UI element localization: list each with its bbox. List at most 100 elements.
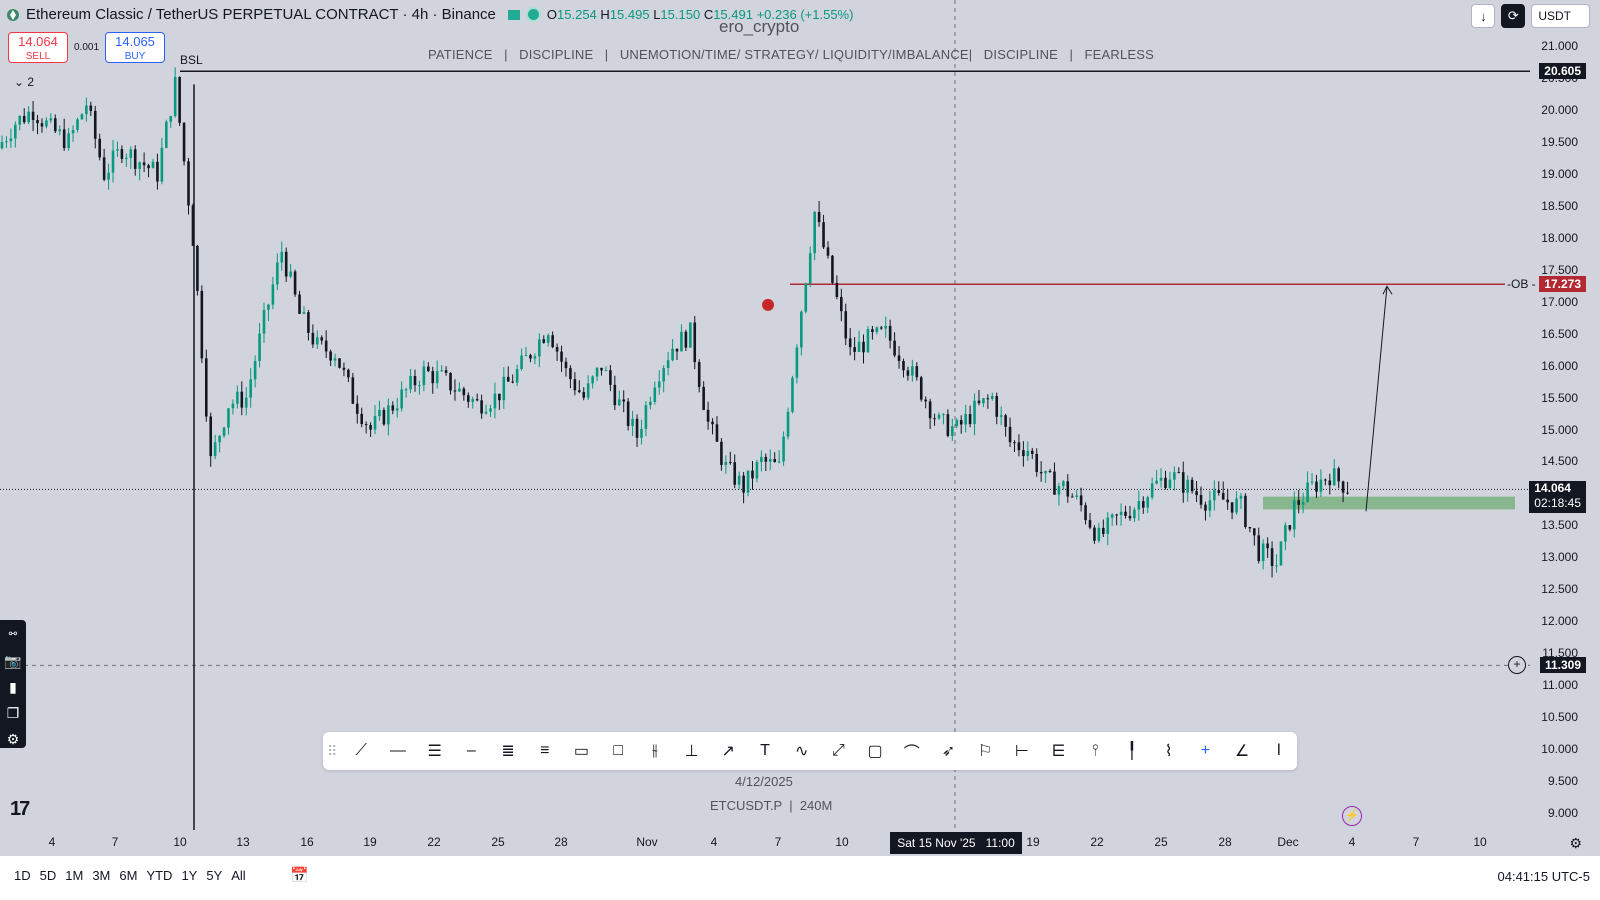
candle (1195, 481, 1198, 503)
candle (706, 401, 710, 430)
comment-icon[interactable]: ▢ (867, 743, 883, 760)
vertical-line-icon[interactable]: ╿ (1127, 743, 1137, 760)
add-alert-icon[interactable]: + (1508, 656, 1526, 675)
buy-button[interactable]: 14.065 BUY (105, 32, 166, 63)
candle (302, 306, 306, 315)
calendar-icon[interactable]: 📅 (290, 867, 309, 884)
sell-button[interactable]: 14.064 SELL (8, 32, 68, 63)
candle (631, 410, 634, 436)
arrow-marker-icon[interactable]: ➶ (941, 743, 956, 760)
arrow-icon[interactable]: ↗ (721, 743, 735, 760)
candle (1088, 512, 1092, 530)
axis-settings-icon[interactable]: ⚙ (1569, 835, 1582, 851)
brush-icon[interactable]: ∿ (794, 743, 809, 760)
candle (591, 375, 594, 389)
layers-icon[interactable]: ❐ (6, 705, 20, 721)
ob-price-label: 17.273 (1539, 276, 1586, 293)
date-range-icon[interactable]: ⊢ (1014, 743, 1029, 760)
range-button-5y[interactable]: 5Y (206, 868, 223, 883)
time-tick: 10 (1473, 835, 1487, 849)
market-status-icon[interactable] (525, 7, 541, 22)
horizontal-line-icon[interactable]: – (466, 742, 476, 759)
angle-icon[interactable]: ∠ (1234, 743, 1250, 760)
candle (906, 366, 910, 381)
trend-line-icon[interactable]: ⟋ (355, 742, 367, 759)
position-icon[interactable]: ⊥ (684, 743, 699, 760)
fib-retracement-icon[interactable]: ≣ (501, 743, 515, 760)
candle (1048, 468, 1052, 474)
range-button-1d[interactable]: 1D (14, 868, 31, 883)
chart-pane[interactable]: -OB - Ethereum Classic / TetherUS PERPET… (0, 0, 1600, 830)
candle (600, 367, 603, 376)
candle (1244, 493, 1247, 529)
range-button-6m[interactable]: 6M (119, 868, 138, 883)
range-button-1y[interactable]: 1Y (181, 868, 198, 883)
clock-label[interactable]: 04:41:15 UTC-5 (1497, 869, 1591, 884)
candle (355, 395, 359, 424)
candle (684, 329, 688, 351)
price-tick: 17.500 (1541, 262, 1578, 277)
range-button-5d[interactable]: 5D (39, 868, 57, 883)
price-chart[interactable]: -OB - (0, 0, 1600, 830)
candle (675, 348, 679, 360)
video-icon[interactable]: ▮ (9, 679, 17, 695)
horizontal-ray-icon[interactable]: — (389, 742, 406, 759)
bar-countdown: 02:18:45 (1534, 496, 1581, 511)
vertical-ray-icon[interactable]: ǀ (1276, 742, 1281, 759)
candle (1337, 466, 1340, 489)
candle (1235, 491, 1238, 515)
range-button-1m[interactable]: 1M (65, 868, 84, 883)
candle (844, 303, 848, 346)
time-axis[interactable]: 4 7 10 13 16 19 22 25 28 Nov 4 7 10 19 22 25 28 Dec 4 7 10 S… (0, 830, 1600, 856)
rectangle-icon[interactable]: □ (613, 742, 623, 759)
camera-icon[interactable]: 📷 (4, 653, 22, 669)
fib-channel-icon[interactable]: ≡ (540, 742, 550, 759)
candle (45, 117, 48, 129)
curve-icon[interactable]: ⌒ (903, 745, 920, 762)
candle (1026, 441, 1030, 461)
forecast-icon[interactable]: ⫯ (1091, 742, 1099, 759)
range-button-ytd[interactable]: YTD (146, 868, 173, 883)
candle (1319, 469, 1323, 498)
candle (80, 113, 84, 120)
callout-icon[interactable]: ▭ (573, 743, 589, 760)
gann-icon[interactable]: ⋿ (1051, 743, 1066, 760)
candle (622, 390, 626, 413)
candle (1226, 488, 1229, 510)
indicator-collapse-toggle[interactable]: ⌄ 2 (14, 75, 35, 89)
layout-icon[interactable]: ⟳ (1501, 4, 1526, 28)
candle (1039, 461, 1043, 482)
drag-handle-icon[interactable]: ⠿ (327, 742, 338, 759)
candle (817, 200, 821, 227)
candle (498, 393, 501, 410)
range-button-all[interactable]: All (231, 868, 246, 883)
bsl-label: BSL (180, 53, 203, 67)
candle (165, 119, 168, 149)
currency-select[interactable]: USDT (1531, 4, 1590, 28)
pitchfork-icon[interactable]: ⫳ (651, 742, 659, 759)
settings-icon[interactable]: ⚙ (6, 731, 20, 747)
candle (569, 365, 572, 389)
crosshair-icon[interactable]: + (1200, 742, 1211, 759)
candle (644, 401, 648, 437)
text-icon[interactable]: T (760, 742, 770, 759)
range-button-3m[interactable]: 3M (92, 868, 111, 883)
arrow-down-icon[interactable]: ↓ (1471, 4, 1496, 28)
lightning-icon[interactable]: ⚡ (1342, 806, 1362, 826)
ohlc-values: O15.254 H15.495 L15.150 C15.491 +0.236 (… (546, 7, 854, 22)
time-tick: 7 (774, 835, 782, 849)
candle (169, 115, 173, 128)
candle (196, 244, 199, 296)
tradingview-logo-icon[interactable]: 17 (10, 798, 30, 820)
flag-icon[interactable]: ⚐ (978, 743, 993, 760)
link-icon[interactable]: ⚯ (8, 629, 18, 640)
candle (888, 319, 892, 349)
candle (142, 152, 146, 172)
polyline-icon[interactable]: ⌇ (1164, 743, 1173, 760)
parallel-channel-icon[interactable]: ☰ (427, 743, 442, 760)
path-icon[interactable]: ⤢ (831, 742, 845, 759)
time-tick: Nov (636, 835, 658, 849)
time-tick: 7 (111, 835, 119, 849)
candle (280, 241, 284, 271)
symbol-title[interactable]: Ethereum Classic / TetherUS PERPETUAL CO… (26, 6, 496, 23)
